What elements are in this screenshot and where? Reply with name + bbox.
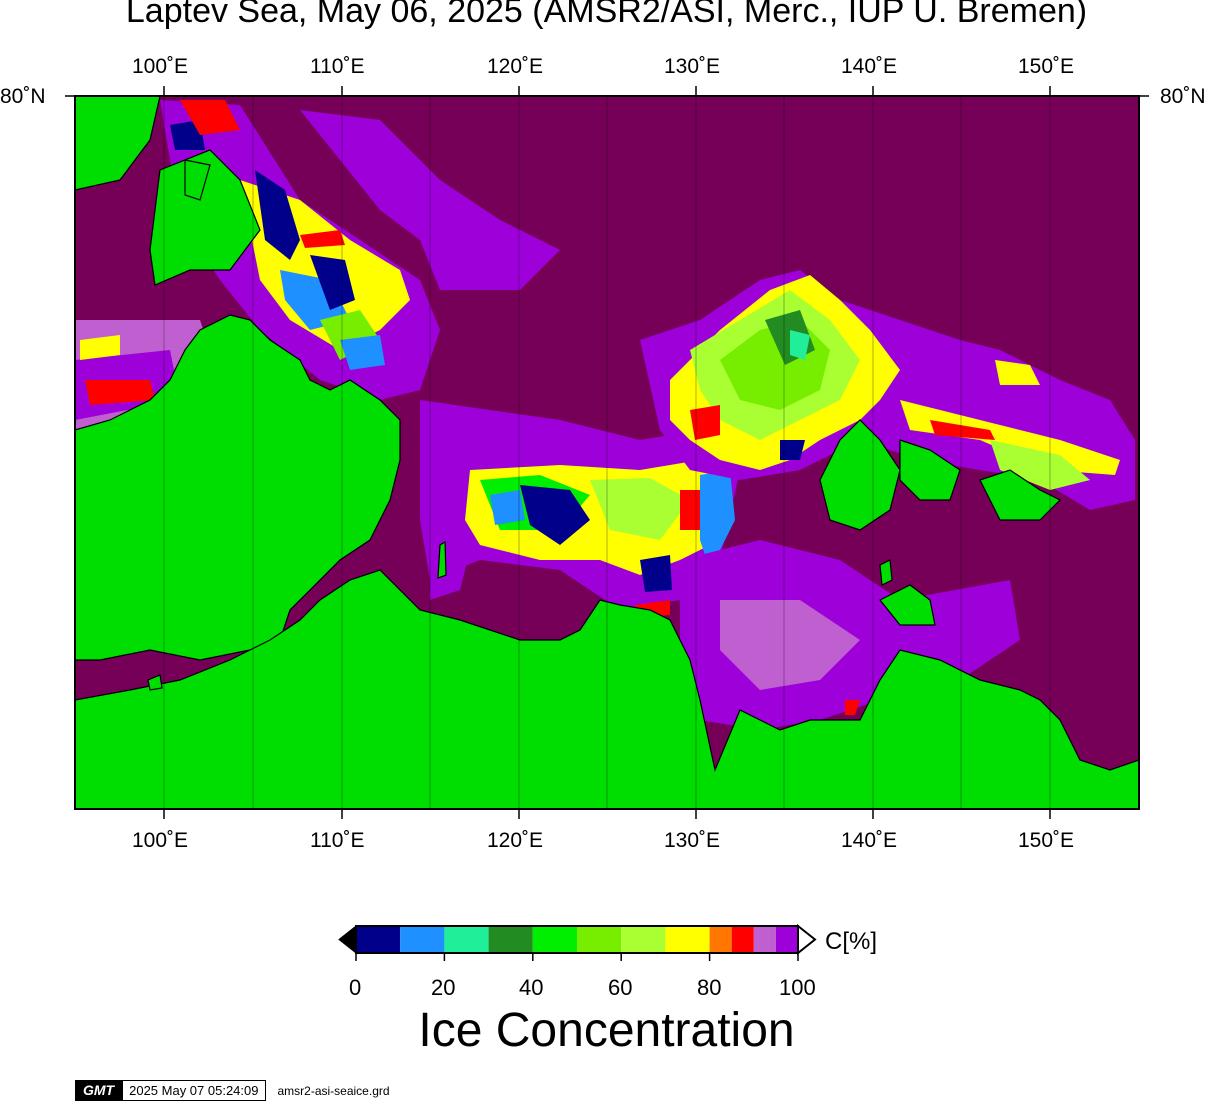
- lat-label-left: 80˚N: [0, 85, 46, 108]
- tick-marks: [65, 86, 1149, 819]
- colorbar-segment-4: [532, 926, 577, 953]
- lon-label-bottom-140: 140˚E: [841, 829, 898, 852]
- lon-label-top-130: 130˚E: [664, 55, 721, 78]
- lon-label-bottom-120: 120˚E: [487, 829, 544, 852]
- colorbar-segment-8: [709, 926, 732, 953]
- land-severnaya-zemlya-east: [149, 149, 261, 286]
- colorbar-segment-6: [621, 926, 666, 953]
- land-faddeyevsky: [899, 439, 961, 501]
- colorbar-segment-10: [753, 926, 776, 953]
- land-taymyr: [75, 314, 401, 661]
- lon-label-bottom-150: 150˚E: [1018, 829, 1075, 852]
- lon-label-bottom-130: 130˚E: [664, 829, 721, 852]
- colorbar-segment-5: [577, 926, 622, 953]
- colorbar-segment-7: [665, 926, 710, 953]
- grid-filename: amsr2-asi-seaice.grd: [277, 1083, 390, 1098]
- land-severnaya-zemlya-west: [75, 96, 161, 191]
- colorbar-segment-1: [400, 926, 445, 953]
- land-novaya-sibir: [979, 469, 1062, 521]
- lon-label-top-100: 100˚E: [132, 55, 189, 78]
- gmt-logo: GMT: [75, 1080, 123, 1101]
- colorbar-segment-9: [731, 926, 754, 953]
- colorbar-segment-0: [356, 926, 401, 953]
- colorbar-high-triangle: [797, 923, 817, 956]
- colorbar-tick-80: 80: [697, 975, 722, 1000]
- lon-label-top-110: 110˚E: [310, 55, 365, 78]
- lon-label-top-140: 140˚E: [841, 55, 898, 78]
- colorbar-segment-2: [444, 926, 489, 953]
- colorbar-tick-60: 60: [608, 975, 633, 1000]
- colorbar-segment-11: [775, 926, 798, 953]
- graticule: [163, 96, 1051, 809]
- land-islet-1: [184, 159, 211, 201]
- colorbar-low-triangle: [338, 924, 357, 955]
- lon-label-top-120: 120˚E: [487, 55, 544, 78]
- timestamp: 2025 May 07 05:24:09: [122, 1080, 266, 1101]
- lon-label-top-150: 150˚E: [1018, 55, 1075, 78]
- colorbar-tick-40: 40: [519, 975, 544, 1000]
- land-islet-3: [147, 674, 163, 691]
- lat-label-right: 80˚N: [1160, 85, 1206, 108]
- map-title: Laptev Sea, May 06, 2025 (AMSR2/ASI, Mer…: [125, 0, 1088, 30]
- lon-label-bottom-110: 110˚E: [310, 829, 365, 852]
- figure-caption: Ice Concentration: [418, 1004, 795, 1057]
- land-bolshoy-lyakhovsky: [879, 584, 936, 626]
- land-islet-4: [437, 540, 447, 579]
- colorbar-tick-20: 20: [431, 975, 456, 1000]
- footer: GMT 2025 May 07 05:24:09 amsr2-asi-seaic…: [75, 1080, 390, 1101]
- ice-concentration-field: [75, 100, 1135, 730]
- colorbar-tick-0: 0: [349, 975, 362, 1000]
- colorbar-segment-3: [488, 926, 533, 953]
- map-frame: [74, 95, 1140, 810]
- colorbar: [338, 923, 817, 961]
- colorbar-tick-100: 100: [779, 975, 816, 1000]
- lon-label-bottom-100: 100˚E: [132, 829, 189, 852]
- land-islet-2: [879, 559, 893, 586]
- colorbar-unit: C[%]: [825, 928, 878, 955]
